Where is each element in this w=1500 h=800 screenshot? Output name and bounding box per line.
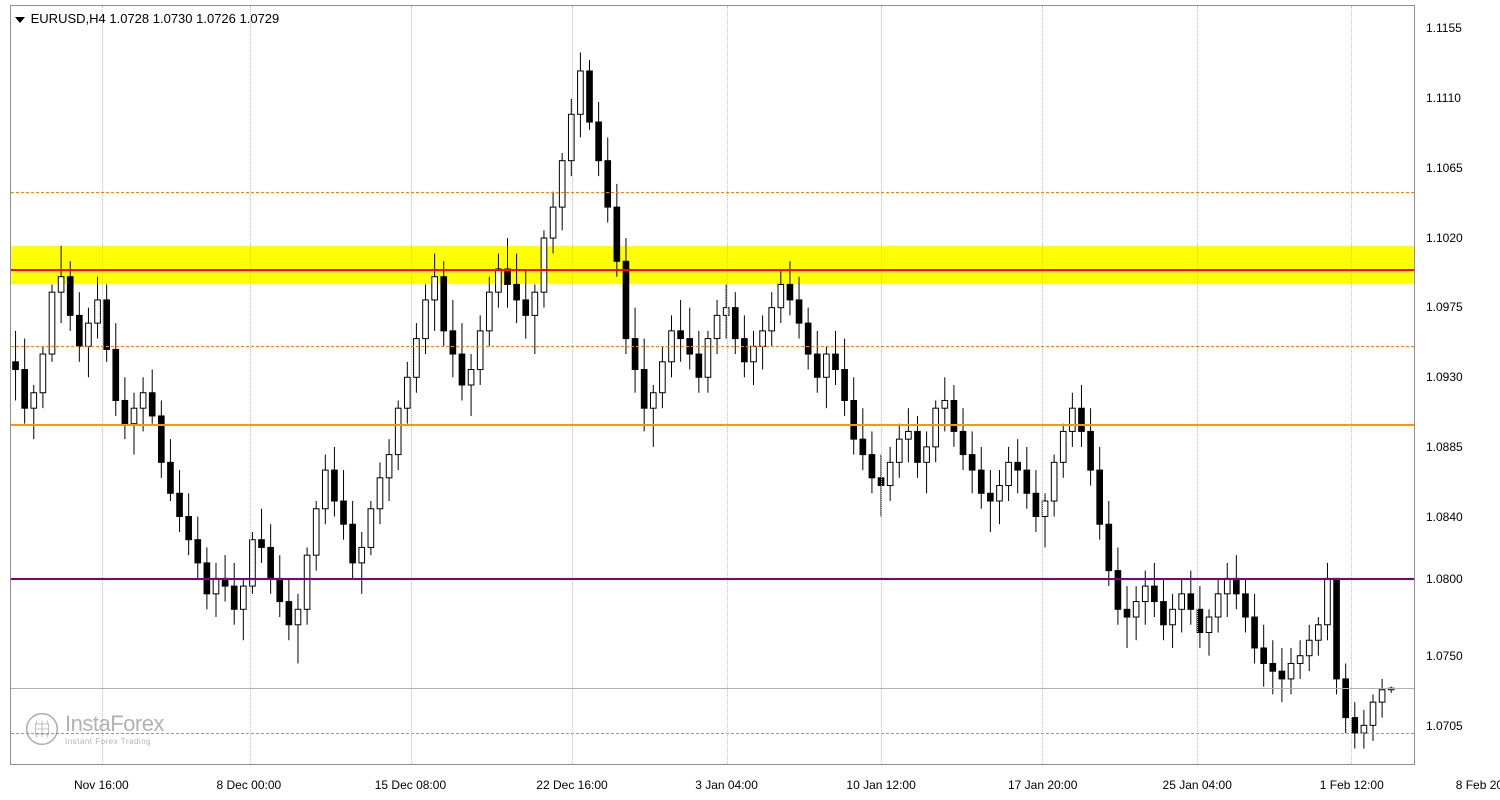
chart-header: EURUSD,H4 1.0728 1.0730 1.0726 1.0729 bbox=[15, 11, 279, 26]
ohlc-values: 1.0728 1.0730 1.0726 1.0729 bbox=[109, 11, 279, 26]
y-tick-label: 1.0800 bbox=[1426, 572, 1463, 586]
x-tick-label: 3 Jan 04:00 bbox=[695, 778, 758, 792]
x-tick-label: 8 Dec 00:00 bbox=[216, 778, 281, 792]
x-tick-label: 1 Feb 12:00 bbox=[1320, 778, 1384, 792]
horizontal-line bbox=[11, 733, 1414, 734]
y-tick-label: 1.0975 bbox=[1426, 300, 1463, 314]
y-tick-label: 1.1155 bbox=[1426, 21, 1462, 35]
current-price-line bbox=[11, 688, 1414, 689]
x-gridline bbox=[411, 6, 412, 764]
x-tick-label: 8 Feb 20:00 bbox=[1456, 778, 1500, 792]
watermark-sub: Instant Forex Trading bbox=[65, 737, 164, 746]
x-gridline bbox=[1042, 6, 1043, 764]
x-gridline bbox=[102, 6, 103, 764]
y-tick-label: 1.0705 bbox=[1426, 719, 1463, 733]
instaforex-logo-icon bbox=[25, 712, 59, 746]
chart-container[interactable]: EURUSD,H4 1.0728 1.0730 1.0726 1.0729 1.… bbox=[10, 5, 1415, 765]
y-axis: 1.1155 1.1110 1.1065 1.1020 1.0975 1.0930 1.08… bbox=[1423, 5, 1500, 765]
y-tick-label: 1.0930 bbox=[1426, 370, 1463, 384]
watermark: InstaForex Instant Forex Trading bbox=[25, 711, 164, 746]
y-tick-label: 1.1065 bbox=[1426, 161, 1463, 175]
x-gridline bbox=[881, 6, 882, 764]
watermark-main: InstaForex bbox=[65, 711, 164, 737]
horizontal-line bbox=[11, 269, 1414, 271]
y-tick-label: 1.0750 bbox=[1426, 649, 1463, 663]
x-tick-label: 10 Jan 12:00 bbox=[846, 778, 915, 792]
horizontal-line bbox=[11, 192, 1414, 193]
plot-area[interactable]: 1.10501.10001.09501.09001.08001.07001.07… bbox=[11, 6, 1414, 764]
horizontal-line bbox=[11, 346, 1414, 347]
y-tick-label: 1.0840 bbox=[1426, 510, 1463, 524]
x-tick-label: 17 Jan 20:00 bbox=[1008, 778, 1077, 792]
x-gridline bbox=[1197, 6, 1198, 764]
x-tick-label: Nov 16:00 bbox=[74, 778, 129, 792]
x-tick-label: 15 Dec 08:00 bbox=[375, 778, 446, 792]
x-gridline bbox=[572, 6, 573, 764]
x-gridline bbox=[250, 6, 251, 764]
horizontal-line bbox=[11, 578, 1414, 580]
x-axis: Nov 16:00 8 Dec 00:00 15 Dec 08:00 22 Dec 1… bbox=[10, 770, 1415, 800]
dropdown-arrow-icon[interactable] bbox=[15, 17, 25, 23]
x-tick-label: 25 Jan 04:00 bbox=[1163, 778, 1232, 792]
y-tick-label: 1.1020 bbox=[1426, 231, 1463, 245]
x-gridline bbox=[1351, 6, 1352, 764]
y-tick-label: 1.0885 bbox=[1426, 440, 1463, 454]
x-tick-label: 22 Dec 16:00 bbox=[536, 778, 607, 792]
symbol-label: EURUSD,H4 bbox=[31, 11, 106, 26]
x-gridline bbox=[727, 6, 728, 764]
y-tick-label: 1.1110 bbox=[1426, 91, 1461, 105]
horizontal-line bbox=[11, 424, 1414, 426]
candlestick-chart bbox=[11, 6, 1414, 764]
